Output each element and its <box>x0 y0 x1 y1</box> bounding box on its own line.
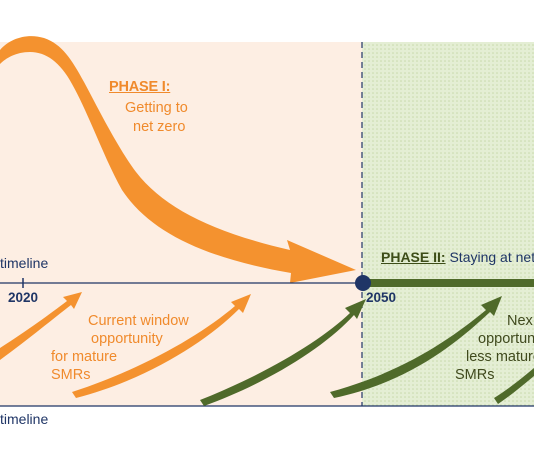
emissions-curve-arrow <box>0 36 356 283</box>
milestone-2050-dot <box>355 275 371 291</box>
next-window-line2: opportun <box>478 331 534 347</box>
year-2050-label: 2050 <box>366 290 397 305</box>
current-window-line3: for mature <box>51 349 118 365</box>
orange-arrow-2 <box>72 294 251 398</box>
next-window-line3: less mature <box>466 349 534 365</box>
lower-axis-label: timeline <box>0 411 49 427</box>
current-window-line2: opportunity <box>91 331 163 347</box>
phase2-text: Staying at net <box>449 249 534 265</box>
phase2-title: PHASE II: <box>381 249 446 265</box>
green-arrow-2 <box>330 296 502 398</box>
phase1-line2: net zero <box>133 119 186 135</box>
phase1-line1: Getting to <box>125 100 188 116</box>
next-window-line1: Nex <box>507 313 533 329</box>
green-arrow-3 <box>494 368 534 404</box>
phase2-heading: PHASE II: Staying at net <box>381 249 534 265</box>
phase2-bar <box>366 279 534 287</box>
orange-arrow-1 <box>0 292 82 360</box>
year-2020-label: 2020 <box>8 290 39 305</box>
current-window-line4: SMRs <box>51 367 91 383</box>
current-window-line1: Current window <box>88 313 189 329</box>
green-arrow-1 <box>200 299 366 406</box>
upper-axis-label: timeline <box>0 255 49 271</box>
next-window-line4: SMRs <box>455 367 495 383</box>
phase1-title: PHASE I: <box>109 79 171 95</box>
